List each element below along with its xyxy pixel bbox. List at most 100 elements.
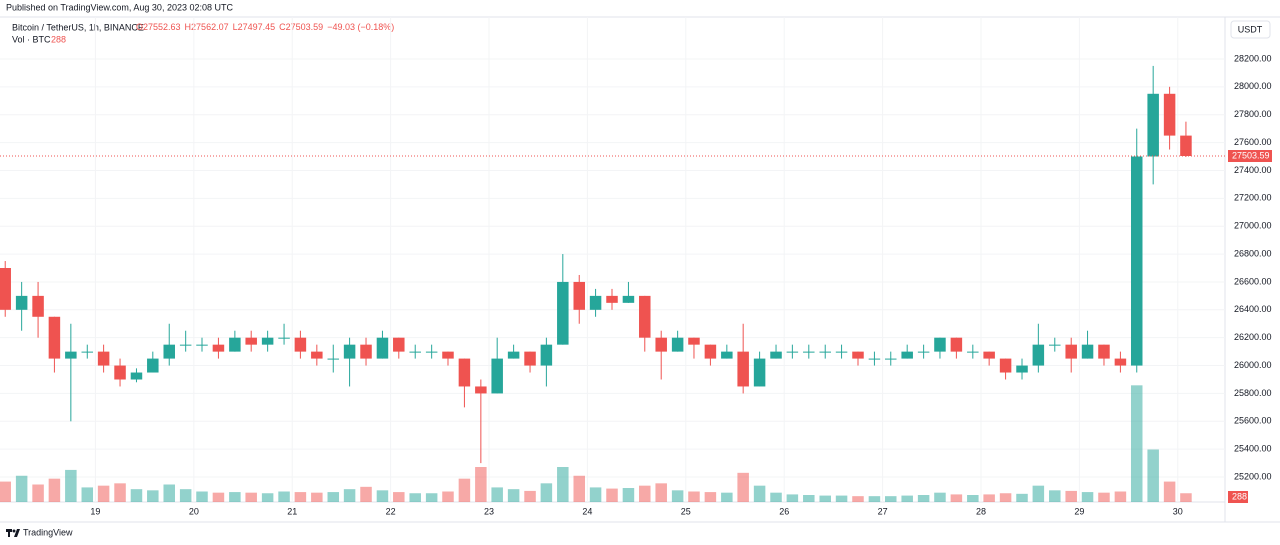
volume-bar xyxy=(163,484,175,502)
volume-value: 288 xyxy=(51,34,66,44)
volume-bar xyxy=(458,478,471,502)
candle-body xyxy=(130,372,143,380)
candle xyxy=(475,379,487,502)
y-tick-label: 25800.00 xyxy=(1234,388,1272,398)
candle-body xyxy=(622,295,635,303)
volume-bar xyxy=(901,495,913,502)
candle xyxy=(261,330,274,502)
candle xyxy=(311,344,323,502)
candle-body xyxy=(147,358,159,373)
candle xyxy=(278,323,290,502)
candle xyxy=(868,351,881,502)
x-tick-label: 30 xyxy=(1173,506,1183,516)
candle xyxy=(753,351,766,502)
volume-bar xyxy=(48,478,61,502)
volume-bar xyxy=(1098,492,1110,502)
candle-body xyxy=(589,295,602,310)
candle-body xyxy=(15,295,28,310)
candle xyxy=(655,330,667,502)
candle xyxy=(425,344,438,502)
volume-bar xyxy=(507,489,520,502)
candle-body xyxy=(557,281,569,345)
candle-body xyxy=(229,337,241,352)
candle-body xyxy=(737,351,749,387)
volume-bar xyxy=(852,496,864,502)
candle-body xyxy=(835,351,848,353)
candle xyxy=(770,344,782,502)
ohlc-value: −49.03 (−0.18%) xyxy=(327,22,394,32)
volume-bar xyxy=(130,489,143,502)
candle xyxy=(1081,330,1094,502)
candle xyxy=(835,344,848,502)
candle xyxy=(737,323,749,502)
volume-bar xyxy=(622,488,635,502)
currency-box[interactable] xyxy=(1230,20,1271,39)
candle xyxy=(97,344,110,502)
volume-bar xyxy=(1180,493,1192,502)
candle-body xyxy=(458,358,471,387)
last-price-label: 27503.59 xyxy=(1232,150,1270,160)
candle xyxy=(589,288,602,502)
candle-body xyxy=(48,316,61,359)
candle xyxy=(622,281,635,502)
candle xyxy=(15,281,28,502)
volume-bar xyxy=(573,475,585,502)
candle xyxy=(491,337,503,502)
volume-bar xyxy=(0,481,11,502)
candle-body xyxy=(967,351,979,353)
volume-bar xyxy=(442,491,454,502)
candle xyxy=(409,344,421,502)
volume-bar xyxy=(1147,449,1159,502)
candle xyxy=(343,337,356,502)
volume-title: Vol · BTC xyxy=(12,34,51,44)
candle-body xyxy=(327,358,340,360)
y-tick-label: 28200.00 xyxy=(1234,53,1272,63)
candle xyxy=(32,281,44,502)
candle-body xyxy=(0,268,11,310)
candle-body xyxy=(507,351,520,359)
candle-body xyxy=(606,295,618,303)
volume-bar xyxy=(114,483,126,502)
candle-body xyxy=(917,351,930,353)
volume-bar xyxy=(32,484,44,502)
candle-body xyxy=(1016,365,1028,373)
x-tick-label: 23 xyxy=(484,506,494,516)
volume-bar xyxy=(1049,490,1061,502)
candle xyxy=(229,330,241,502)
candle xyxy=(1049,337,1061,502)
candle-body xyxy=(639,295,651,338)
candle-body xyxy=(425,351,438,353)
volume-bar xyxy=(147,490,159,502)
candle-body xyxy=(360,344,372,359)
candle-body xyxy=(261,337,274,345)
volume-bar xyxy=(1016,493,1028,502)
candle-body xyxy=(475,386,487,394)
candle-body xyxy=(999,358,1012,373)
volume-bar xyxy=(1130,385,1143,502)
candle-body xyxy=(212,344,225,352)
volume-bar xyxy=(343,489,356,502)
candle-body xyxy=(1098,344,1110,359)
volume-bar xyxy=(917,495,930,502)
candle xyxy=(852,351,864,502)
volume-bar xyxy=(393,492,405,502)
candle-body xyxy=(196,344,208,346)
candle-body xyxy=(81,351,94,353)
candle-body xyxy=(770,351,782,359)
candle-body xyxy=(671,337,684,352)
volume-bar xyxy=(835,495,848,502)
candle-body xyxy=(245,337,257,345)
currency[interactable]: USDT xyxy=(1238,24,1263,34)
candle-body xyxy=(868,358,881,360)
candle xyxy=(967,344,979,502)
volume-bar xyxy=(885,496,897,502)
volume-bar xyxy=(950,494,963,502)
x-tick-label: 21 xyxy=(287,506,297,516)
ohlc-value: L27497.45 xyxy=(233,22,276,32)
candle xyxy=(819,344,831,502)
y-tick-label: 25200.00 xyxy=(1234,471,1272,481)
candle-body xyxy=(1114,358,1127,366)
candle xyxy=(524,351,536,502)
